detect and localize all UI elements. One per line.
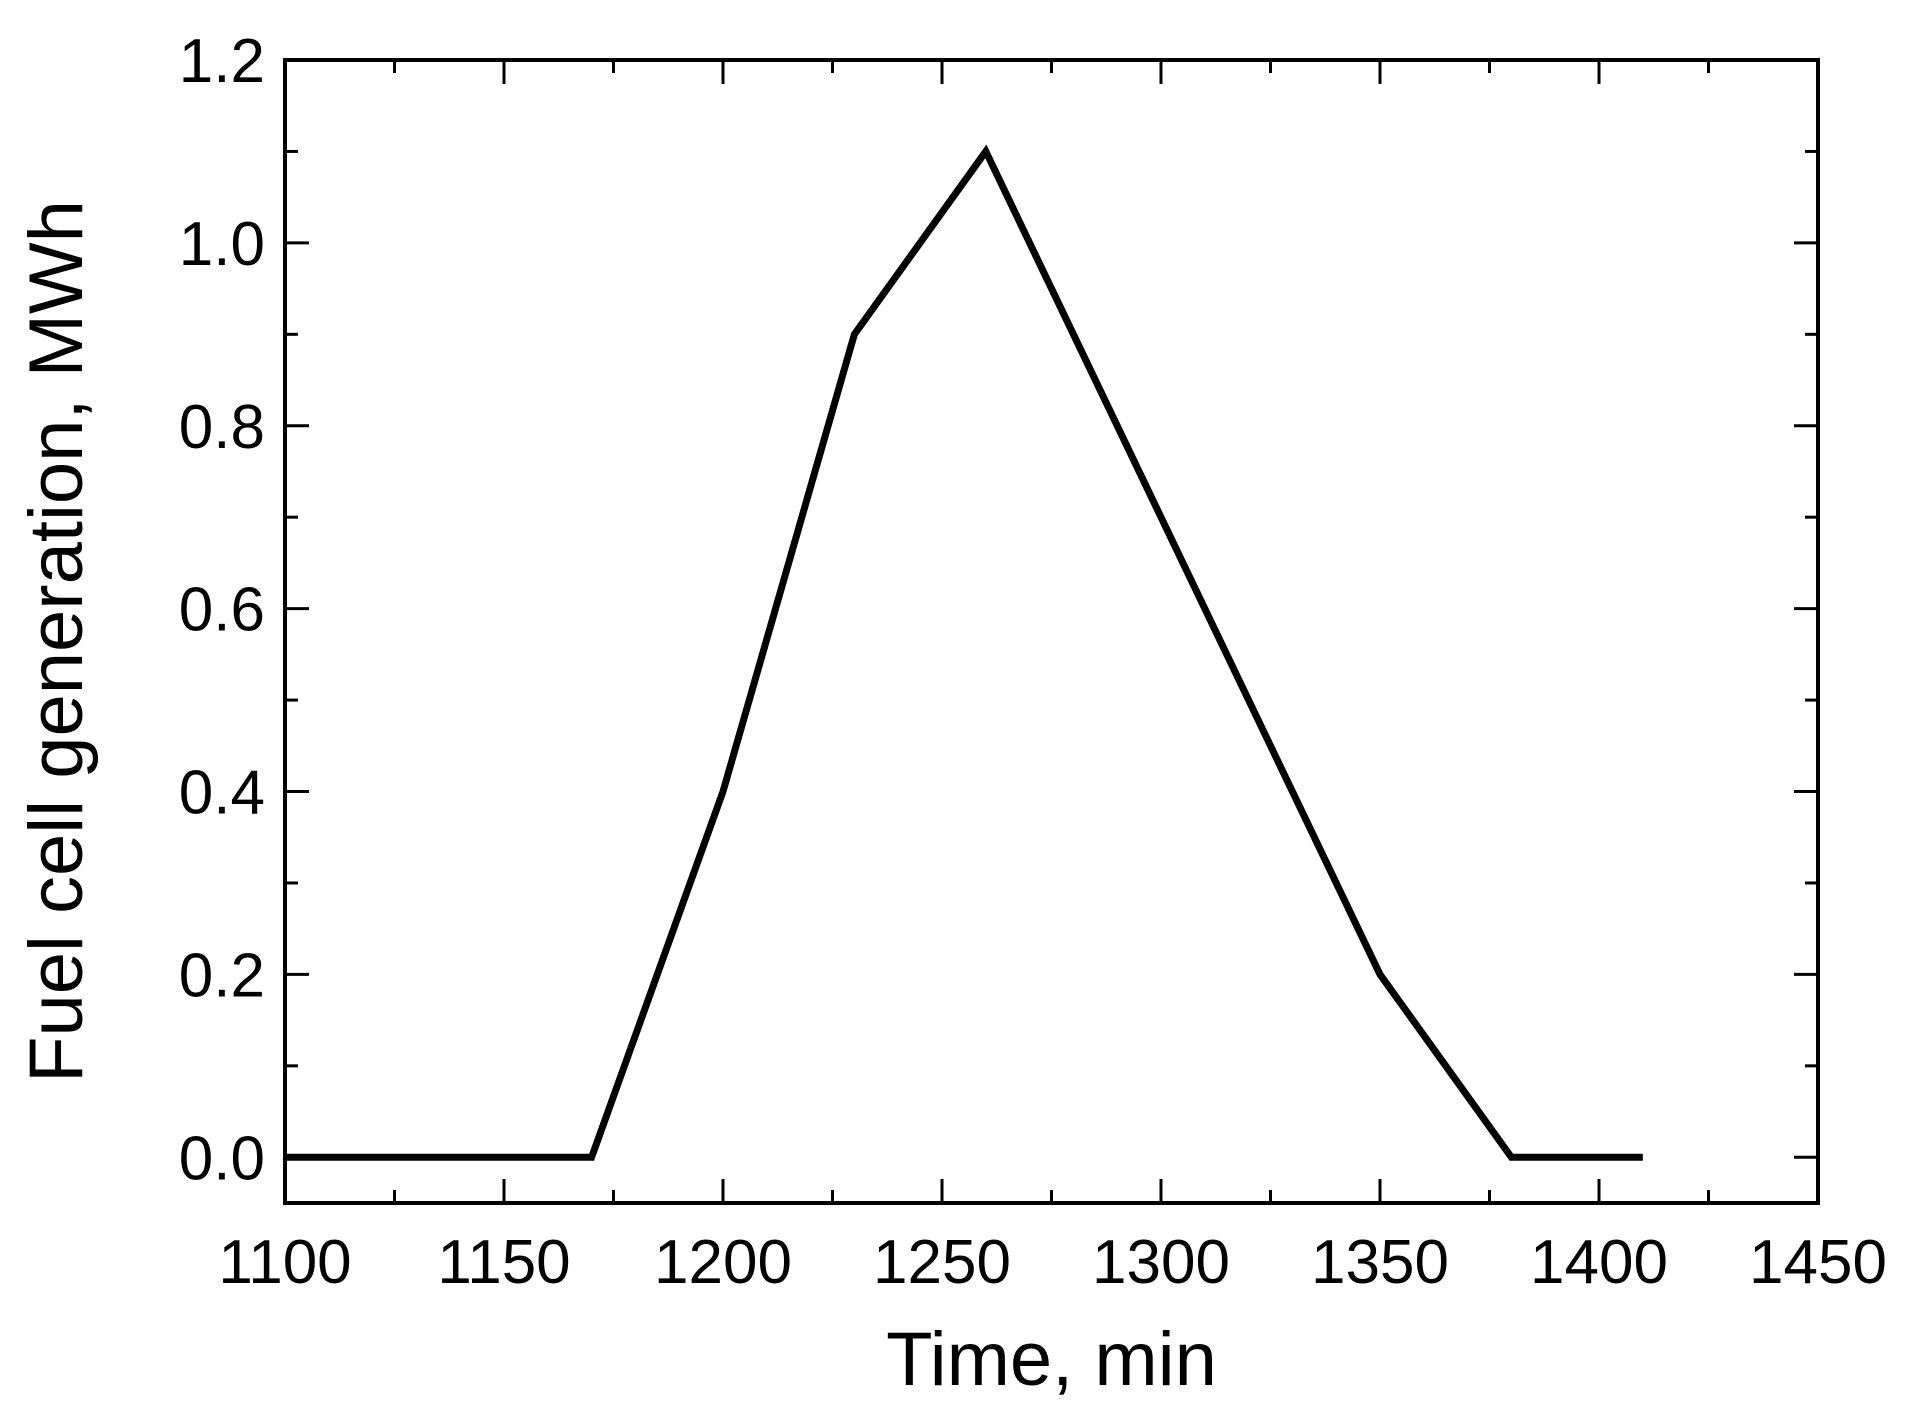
x-tick-labels: 1100 1150 1200 1250 1300 1350 1400 1450 xyxy=(218,1228,1887,1297)
series-line xyxy=(285,144,1643,1161)
x-tick-label: 1200 xyxy=(654,1228,792,1297)
x-tick-label: 1100 xyxy=(218,1228,351,1297)
x-tick-label: 1350 xyxy=(1311,1228,1449,1297)
y-tick-label: 0.6 xyxy=(179,576,265,645)
y-tick-label: 1.0 xyxy=(179,210,265,279)
y-tick-label: 0.4 xyxy=(179,759,265,828)
x-tick-label: 1250 xyxy=(873,1228,1011,1297)
plot-frame xyxy=(283,58,1820,1205)
y-tick-label: 1.2 xyxy=(179,27,265,96)
x-tick-label: 1450 xyxy=(1749,1228,1887,1297)
minor-ticks xyxy=(285,60,1818,1203)
y-tick-label: 0.8 xyxy=(179,393,265,462)
y-tick-label: 0.0 xyxy=(179,1124,265,1193)
x-tick-label: 1300 xyxy=(1092,1228,1230,1297)
y-tick-label: 0.2 xyxy=(179,941,265,1010)
x-axis-title: Time, min xyxy=(886,1317,1217,1402)
major-ticks xyxy=(283,58,1820,1203)
y-axis-title: Fuel cell generation, MWh xyxy=(14,200,99,1083)
y-tick-labels: 0.0 0.2 0.4 0.6 0.8 1.0 1.2 xyxy=(179,27,265,1193)
x-tick-label: 1150 xyxy=(437,1228,570,1297)
x-tick-label: 1400 xyxy=(1530,1228,1668,1297)
series-layer xyxy=(285,144,1643,1161)
